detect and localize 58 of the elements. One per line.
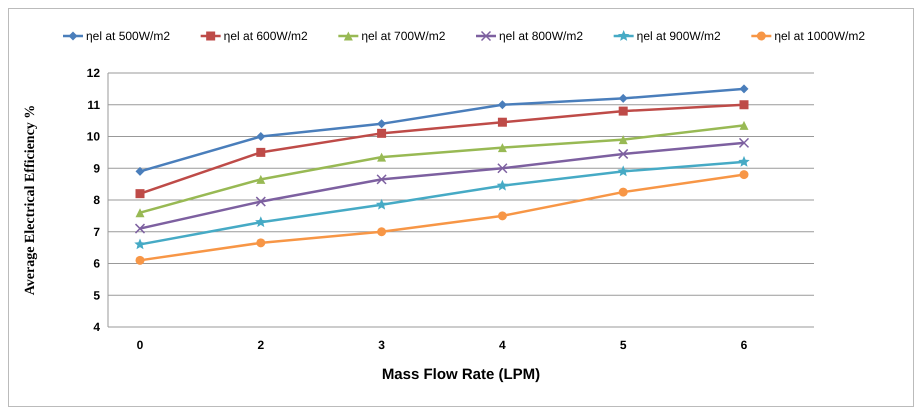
point xyxy=(136,166,144,176)
point xyxy=(136,256,144,265)
y-axis-title: Average Electrical Efficiency % xyxy=(23,104,38,296)
legend-label: ηel at 600W/m2 xyxy=(224,29,308,44)
point xyxy=(738,156,750,167)
y-tick-label: 11 xyxy=(87,98,100,112)
legend-label: ηel at 900W/m2 xyxy=(636,29,722,44)
legend-label: ηel at 800W/m2 xyxy=(499,29,584,44)
point xyxy=(256,132,266,141)
x-tick-label: 0 xyxy=(136,338,144,352)
point xyxy=(136,189,144,198)
point xyxy=(618,188,628,197)
x-tick-label: 5 xyxy=(620,338,627,352)
y-tick-label: 5 xyxy=(93,288,100,302)
y-tick-label: 10 xyxy=(86,130,100,144)
point xyxy=(740,170,748,180)
y-tick-label: 4 xyxy=(93,320,100,334)
point xyxy=(256,174,266,184)
x-tick-label: 6 xyxy=(740,338,748,352)
x-tick-label: 4 xyxy=(499,338,506,352)
point xyxy=(255,216,267,228)
point xyxy=(377,227,386,236)
point xyxy=(618,148,628,160)
x-tick-label: 3 xyxy=(378,338,386,352)
point xyxy=(618,135,628,144)
legend-label: ηel at 1000W/m2 xyxy=(774,29,866,44)
point xyxy=(618,94,628,103)
point xyxy=(377,152,386,162)
point xyxy=(498,118,507,127)
y-tick-label: 8 xyxy=(93,193,100,208)
y-tick-label: 12 xyxy=(86,66,100,80)
y-tick-label: 6 xyxy=(93,256,100,271)
point xyxy=(136,208,144,218)
y-tick-label: 9 xyxy=(93,161,100,176)
point xyxy=(498,143,507,152)
point xyxy=(618,106,628,116)
point xyxy=(377,128,386,138)
point xyxy=(740,100,748,110)
point xyxy=(498,100,507,110)
point xyxy=(617,165,629,176)
point xyxy=(134,223,146,234)
point xyxy=(377,119,386,128)
legend-label: ηel at 700W/m2 xyxy=(361,29,446,44)
point xyxy=(496,180,508,191)
point xyxy=(738,138,750,148)
x-tick-label: 2 xyxy=(257,338,264,352)
point xyxy=(256,238,266,248)
x-axis-title: Mass Flow Rate (LPM) xyxy=(382,366,540,383)
legend-label: ηel at 500W/m2 xyxy=(86,29,170,44)
point xyxy=(256,148,266,157)
point xyxy=(740,120,748,130)
point xyxy=(376,198,388,210)
point xyxy=(740,84,748,94)
point xyxy=(497,163,508,174)
y-tick-label: 7 xyxy=(93,224,100,239)
point xyxy=(256,196,266,207)
point xyxy=(376,174,387,185)
point xyxy=(498,211,507,220)
